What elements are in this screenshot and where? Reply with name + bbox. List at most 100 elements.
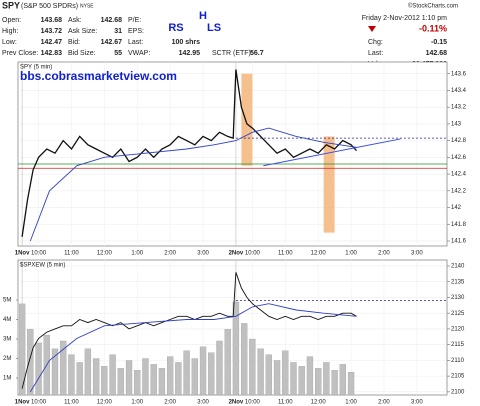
field-label: Prev Close: — [2, 50, 38, 57]
volume-bar — [290, 362, 297, 396]
field-label: Ask: — [68, 17, 82, 24]
annotation: H — [199, 10, 207, 22]
field-label: VWAP: — [128, 50, 150, 57]
volume-bar — [199, 346, 207, 396]
x-tick-label: 2:00 — [378, 251, 390, 257]
field-value: 56.7 — [250, 50, 264, 57]
volume-bar — [273, 360, 281, 396]
y-tick-label: 142.6 — [451, 155, 467, 161]
y-tick-label: 2125 — [451, 311, 465, 317]
field-value: 142.95 — [179, 50, 201, 57]
volume-bar — [339, 364, 346, 396]
volume-bar — [347, 372, 355, 396]
field-label: SCTR (ETF): — [212, 50, 253, 57]
y-tick-label: 143 — [451, 121, 462, 127]
change-percent: -0.11% — [419, 23, 447, 33]
y2-tick-label: 5M — [3, 298, 11, 304]
x-tick-label: 1:00 — [345, 400, 357, 406]
x-tick-label: 2:00 — [378, 400, 390, 406]
field-label: Chg: — [368, 39, 383, 46]
x-tick-label: 12:00 — [311, 251, 327, 257]
field-value: 142.47 — [41, 39, 63, 46]
volume-bar — [183, 350, 190, 396]
x-tick-label: 3:00 — [197, 251, 209, 257]
x-tick-label: 11:00 — [278, 251, 293, 257]
x-tick-label: 10:00 — [31, 400, 47, 406]
volume-bar — [92, 358, 100, 396]
y-tick-label: 2105 — [451, 374, 465, 380]
volume-bar — [51, 348, 59, 396]
y-tick-label: 142 — [451, 205, 462, 211]
x-tick-label: 1:00 — [131, 400, 143, 406]
x-tick-label: 3:00 — [411, 251, 423, 257]
y-tick-label: 142.4 — [451, 172, 467, 178]
volume-bar — [117, 368, 124, 396]
y-tick-label: 2100 — [451, 389, 465, 395]
volume-bar — [76, 362, 83, 396]
y-tick-label: 142.8 — [451, 138, 467, 144]
volume-bar — [315, 368, 322, 396]
x-tick-label: 2:00 — [164, 251, 176, 257]
annotation: RS — [168, 22, 183, 34]
volume-bar — [125, 360, 133, 396]
volume-bar — [331, 370, 338, 396]
volume-bar — [191, 358, 198, 396]
field-value: 55 — [114, 50, 122, 57]
volume-bar — [216, 340, 223, 396]
x-tick-label: 10:00 — [31, 251, 47, 257]
volume-bar — [109, 354, 116, 396]
highlight — [241, 73, 253, 166]
field-value: 142.67 — [101, 39, 123, 46]
field-label: Low: — [2, 39, 17, 46]
volume-bar — [27, 329, 34, 396]
symbol: SPY — [2, 0, 20, 10]
volume-bar — [166, 356, 174, 396]
field-label: Last: — [128, 39, 143, 46]
series-line — [21, 69, 357, 237]
y-tick-label: 142.2 — [451, 188, 467, 194]
volume-bar — [84, 348, 92, 396]
volume-bar — [241, 323, 248, 396]
panel-title: SPY (5 min) — [20, 65, 52, 71]
x-tick-label: 1Nov — [15, 251, 30, 257]
x-tick-label: 2:00 — [164, 400, 176, 406]
field-label: Ask Size: — [68, 28, 97, 35]
field-label: Bid: — [68, 39, 80, 46]
volume-bar — [35, 342, 42, 396]
x-tick-label: 2Nov — [229, 400, 244, 406]
down-arrow — [368, 26, 376, 32]
field-value: 142.68 — [101, 17, 123, 24]
volume-bar — [224, 329, 231, 396]
volume-bar — [208, 352, 215, 396]
x-tick-label: 12:00 — [311, 400, 327, 406]
x-tick-label: 11:00 — [64, 400, 79, 406]
volume-bar — [265, 354, 272, 396]
field-label: Bid Size: — [68, 50, 96, 57]
field-value: 143.72 — [41, 28, 63, 35]
series-line — [29, 127, 357, 242]
field-value: 142.83 — [41, 50, 63, 57]
panel — [17, 61, 448, 247]
volume-bar — [175, 362, 182, 396]
volume-bar — [60, 340, 67, 396]
y2-tick-label: 3M — [3, 337, 11, 343]
x-tick-label: 10:00 — [245, 400, 261, 406]
field-value: -0.15 — [431, 39, 447, 46]
x-tick-label: 12:00 — [97, 400, 113, 406]
y2-tick-label: 4M — [3, 317, 11, 323]
annotation: LS — [207, 22, 221, 34]
field-label: High: — [2, 28, 18, 35]
y-tick-label: 141.8 — [451, 222, 467, 228]
y-tick-label: 2110 — [451, 358, 465, 364]
y-tick-label: 2130 — [451, 295, 465, 301]
trend-line — [263, 138, 401, 167]
y-tick-label: 2120 — [451, 326, 465, 332]
volume-bar — [298, 366, 305, 396]
series-line — [29, 303, 357, 393]
x-tick-label: 12:00 — [97, 251, 113, 257]
field-value: 100 shrs — [172, 39, 201, 46]
volume-bar — [323, 362, 330, 396]
y2-tick-label: 2M — [3, 356, 11, 362]
x-tick-label: 3:00 — [197, 400, 209, 406]
y-tick-label: 143.4 — [451, 88, 467, 94]
